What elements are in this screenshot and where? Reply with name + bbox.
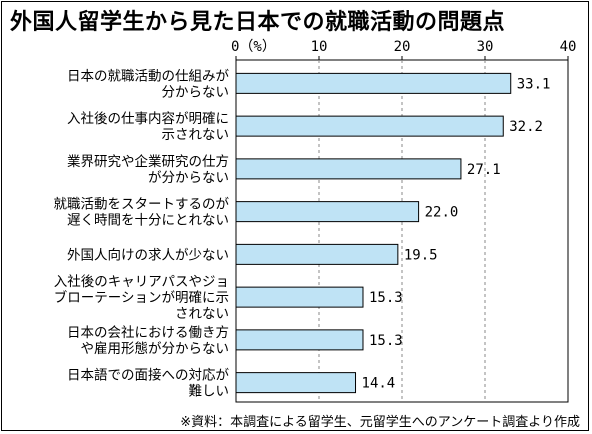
value-label: 15.3 [369, 290, 403, 306]
category-label: 示されない [162, 127, 230, 143]
category-label: 業界研究や企業研究の仕方 [67, 153, 229, 170]
value-label: 22.0 [425, 205, 459, 221]
category-label: ブローテーションが明確に示 [54, 289, 229, 306]
value-label: 27.1 [467, 162, 501, 178]
category-label: されない [175, 306, 229, 322]
category-label: 日本の就職活動の仕組みが [67, 68, 229, 84]
category-label: 外国人向けの求人が少ない [67, 247, 229, 263]
bar [235, 286, 364, 308]
bar [235, 72, 512, 94]
tick-label: 10 [311, 39, 328, 55]
value-label: 32.2 [509, 119, 543, 135]
bar [235, 158, 462, 180]
category-label: 分からない [162, 84, 230, 100]
category-label: 日本語での面接への対応が [67, 367, 229, 384]
bar [235, 372, 357, 394]
category-label: 入社後の仕事内容が明確に [67, 110, 229, 127]
value-label: 14.4 [362, 376, 396, 392]
category-label: 入社後のキャリアパスやジョ [54, 274, 229, 290]
tick-label: 20 [394, 39, 411, 55]
tick-label: 40 [560, 39, 577, 55]
category-label: 日本の会社における働き方 [67, 325, 229, 341]
value-label: 33.1 [517, 76, 551, 92]
tick-label: 0（%） [231, 39, 276, 55]
category-label: 就職活動をスタートするのが [54, 197, 230, 213]
bar [235, 201, 420, 223]
bar [235, 243, 399, 265]
value-label: 15.3 [369, 333, 403, 349]
category-label: や雇用形態が分からない [81, 340, 230, 357]
bar [235, 329, 364, 351]
category-label: が分からない [148, 170, 229, 186]
value-label: 19.5 [404, 247, 438, 263]
category-label: 難しい [189, 384, 230, 400]
source-note: ※資料：本調査による留学生、元留学生へのアンケート調査より作成 [180, 415, 580, 430]
tick-label: 30 [477, 39, 494, 55]
category-label: 遅く時間を十分にとれない [67, 213, 229, 229]
chart-title: 外国人留学生から見た日本での就職活動の問題点 [10, 10, 506, 35]
bar [235, 115, 504, 137]
